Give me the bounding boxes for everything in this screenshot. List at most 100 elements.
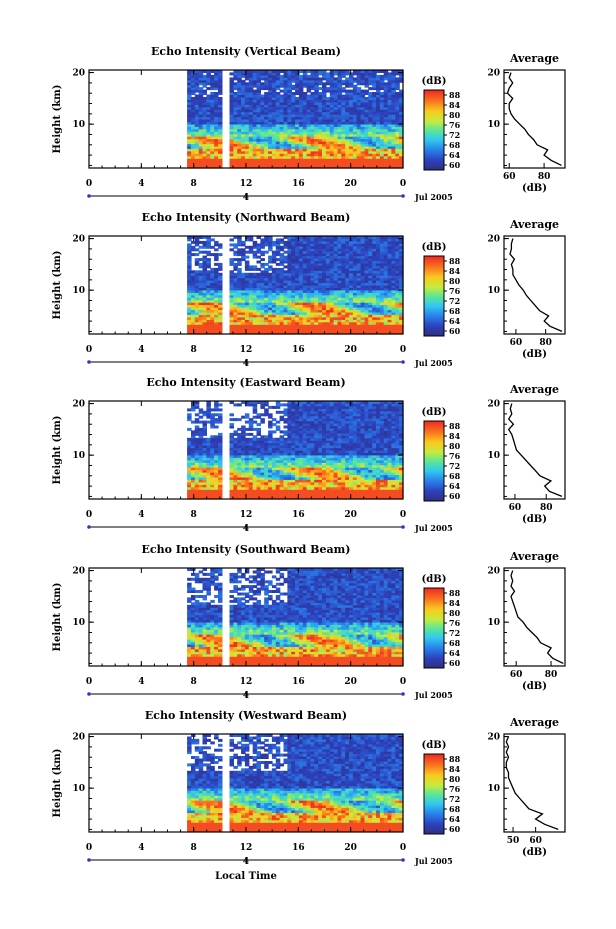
heatmap-cell xyxy=(229,97,234,100)
heatmap-cell xyxy=(302,304,308,308)
heatmap-cell xyxy=(202,163,207,167)
heatmap-cell xyxy=(237,79,242,83)
heatmap-cell xyxy=(206,289,211,293)
heatmap-cell xyxy=(387,77,393,81)
colorbar-segment xyxy=(424,132,444,135)
heatmap-cell xyxy=(214,82,219,86)
heatmap-cell xyxy=(287,99,292,103)
heatmap-cell xyxy=(318,285,323,288)
heatmap-cell xyxy=(399,160,404,164)
heatmap-cell xyxy=(244,121,250,125)
heatmap-cell xyxy=(295,163,300,167)
heatmap-cell xyxy=(229,299,234,303)
heatmap-cell xyxy=(252,442,258,446)
heatmap-cell xyxy=(268,275,273,279)
heatmap-cell xyxy=(360,243,366,247)
heatmap-cell xyxy=(314,160,319,164)
heatmap-cell xyxy=(233,141,238,145)
heatmap-cell xyxy=(218,329,223,333)
heatmap-cell xyxy=(256,430,261,434)
heatmap-cell xyxy=(376,309,381,313)
heatmap-cell xyxy=(291,324,296,328)
heatmap-cell xyxy=(345,292,350,296)
heatmap-cell xyxy=(194,163,200,167)
x-tick-label: 0 xyxy=(86,345,92,355)
heatmap-cell xyxy=(210,304,215,308)
heatmap-cell xyxy=(337,324,342,328)
heatmap-cell xyxy=(364,302,369,306)
heatmap-cell xyxy=(218,316,223,320)
heatmap-cell xyxy=(268,326,273,330)
heatmap-cell xyxy=(191,150,196,154)
heatmap-cell xyxy=(325,123,331,127)
heatmap-cell xyxy=(310,302,315,306)
heatmap-cell xyxy=(202,143,207,147)
heatmap-cell xyxy=(376,145,381,149)
heatmap-cell xyxy=(264,238,269,242)
heatmap-cell xyxy=(214,148,219,152)
heatmap-cell xyxy=(206,405,211,409)
heatmap-cell xyxy=(306,307,312,311)
heatmap-cell xyxy=(325,250,331,254)
heatmap-cell xyxy=(329,165,335,169)
heatmap-cell xyxy=(337,329,342,333)
heatmap-cell xyxy=(341,72,346,76)
heatmap-cell xyxy=(210,316,215,320)
heatmap-cell xyxy=(260,265,265,269)
heatmap-cell xyxy=(368,316,373,320)
heatmap-cell xyxy=(322,150,327,154)
heatmap-cell xyxy=(287,280,292,284)
heatmap-cell xyxy=(202,294,207,298)
heatmap-cell xyxy=(360,299,366,303)
heatmap-cell xyxy=(268,299,273,303)
heatmap-cell xyxy=(187,481,192,485)
heatmap-cell xyxy=(325,311,331,315)
heatmap-cell xyxy=(252,324,258,328)
heatmap-cell xyxy=(399,238,404,242)
heatmap-cell xyxy=(233,324,238,328)
heatmap-cell xyxy=(206,321,211,325)
heatmap-cell xyxy=(279,314,285,318)
heatmap-cell xyxy=(291,304,296,308)
heatmap-cell xyxy=(233,496,238,500)
heatmap-cell xyxy=(306,114,312,118)
heatmap-cell xyxy=(210,123,215,127)
heatmap-cell xyxy=(260,304,265,308)
heatmap-cell xyxy=(237,432,242,436)
heatmap-cell xyxy=(399,260,404,264)
heatmap-cell xyxy=(237,74,242,78)
heatmap-cell xyxy=(352,307,358,311)
heatmap-cell xyxy=(287,289,292,293)
heatmap-cell xyxy=(352,236,358,239)
heatmap-cell xyxy=(256,464,261,468)
heatmap-cell xyxy=(291,238,296,242)
heatmap-cell xyxy=(218,82,223,86)
heatmap-cell xyxy=(206,457,211,461)
heatmap-cell xyxy=(268,72,273,76)
heatmap-cell xyxy=(298,143,304,147)
heatmap-cell xyxy=(252,121,258,125)
heatmap-cell xyxy=(252,255,258,259)
colorbar-segment xyxy=(424,314,444,317)
heatmap-cell xyxy=(368,97,373,100)
heatmap-cell xyxy=(376,245,381,249)
heatmap-cell xyxy=(341,109,346,113)
heatmap-cell xyxy=(333,304,339,308)
heatmap-cell xyxy=(194,165,200,169)
heatmap-cell xyxy=(329,255,335,259)
heatmap-cell xyxy=(318,138,323,142)
heatmap-cell xyxy=(206,302,211,306)
heatmap-cell xyxy=(387,316,393,320)
heatmap-cell xyxy=(268,243,273,247)
heatmap-cell xyxy=(337,150,342,154)
heatmap-cell xyxy=(376,97,381,100)
heatmap-cell xyxy=(329,294,335,298)
heatmap-cell xyxy=(341,87,346,91)
heatmap-cell xyxy=(198,270,204,274)
heatmap-cell xyxy=(306,236,312,239)
heatmap-cell xyxy=(333,84,339,88)
heatmap-cell xyxy=(302,92,308,95)
heatmap-cell xyxy=(329,116,335,120)
heatmap-cell xyxy=(256,111,261,115)
heatmap-cell xyxy=(214,440,219,444)
